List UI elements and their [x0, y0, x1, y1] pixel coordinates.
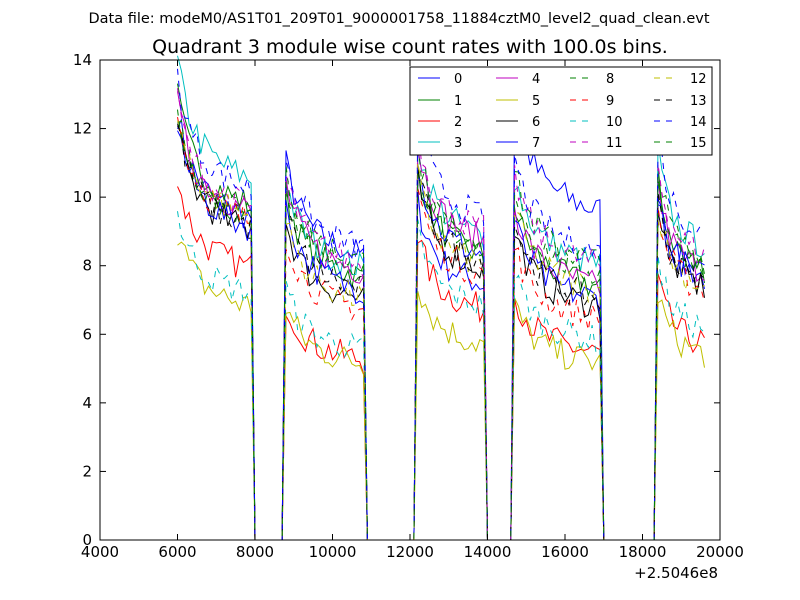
series-line-10	[177, 211, 705, 541]
x-axis-offset-label: +2.5046e8	[634, 564, 718, 582]
x-tick-label: 12000	[386, 543, 434, 561]
x-tick-label: 16000	[541, 543, 589, 561]
chart-title: Quadrant 3 module wise count rates with …	[152, 36, 668, 58]
legend-label-11: 11	[606, 136, 623, 151]
legend-label-3: 3	[454, 136, 462, 151]
series-line-4	[177, 91, 705, 541]
y-tick-label: 0	[82, 531, 92, 549]
legend-label-9: 9	[606, 94, 614, 109]
y-tick-label: 4	[82, 394, 92, 412]
series-line-7	[177, 130, 705, 541]
series-line-14	[177, 68, 705, 541]
y-tick-label: 12	[73, 120, 92, 138]
legend-label-14: 14	[690, 115, 707, 130]
legend-label-4: 4	[532, 72, 540, 87]
x-tick-label: 4000	[81, 543, 119, 561]
x-axis: 4000 6000 8000 10000 12000 14000 16000 18000 200…	[81, 60, 744, 561]
series-line-5	[177, 241, 705, 541]
legend-label-10: 10	[606, 115, 623, 130]
x-tick-label: 8000	[236, 543, 274, 561]
legend-label-8: 8	[606, 72, 614, 87]
x-tick-label: 14000	[464, 543, 512, 561]
y-tick-label: 14	[73, 51, 92, 69]
y-tick-label: 10	[73, 188, 92, 206]
y-tick-label: 6	[82, 325, 92, 343]
legend-label-13: 13	[690, 94, 707, 109]
series-line-11	[177, 88, 705, 541]
series-line-0	[177, 107, 705, 541]
x-tick-label: 10000	[309, 543, 357, 561]
legend-label-1: 1	[454, 94, 462, 109]
legend-label-12: 12	[690, 72, 707, 87]
series-line-9	[177, 117, 705, 541]
x-tick-label: 6000	[158, 543, 196, 561]
legend-label-0: 0	[454, 72, 462, 87]
series-line-13	[177, 125, 705, 541]
series-line-8	[177, 120, 705, 541]
y-tick-label: 8	[82, 257, 92, 275]
legend-label-6: 6	[532, 115, 540, 130]
x-tick-label: 20000	[696, 543, 744, 561]
legend-label-5: 5	[532, 94, 540, 109]
legend-label-15: 15	[690, 136, 707, 151]
figure-suptitle: Data file: modeM0/AS1T01_209T01_90000017…	[88, 11, 709, 27]
y-tick-label: 2	[82, 462, 92, 480]
legend-label-7: 7	[532, 136, 540, 151]
series-line-12	[177, 120, 705, 541]
x-tick-label: 18000	[619, 543, 667, 561]
legend-label-2: 2	[454, 115, 462, 130]
legend-box	[409, 66, 713, 156]
series-line-6	[177, 123, 705, 541]
